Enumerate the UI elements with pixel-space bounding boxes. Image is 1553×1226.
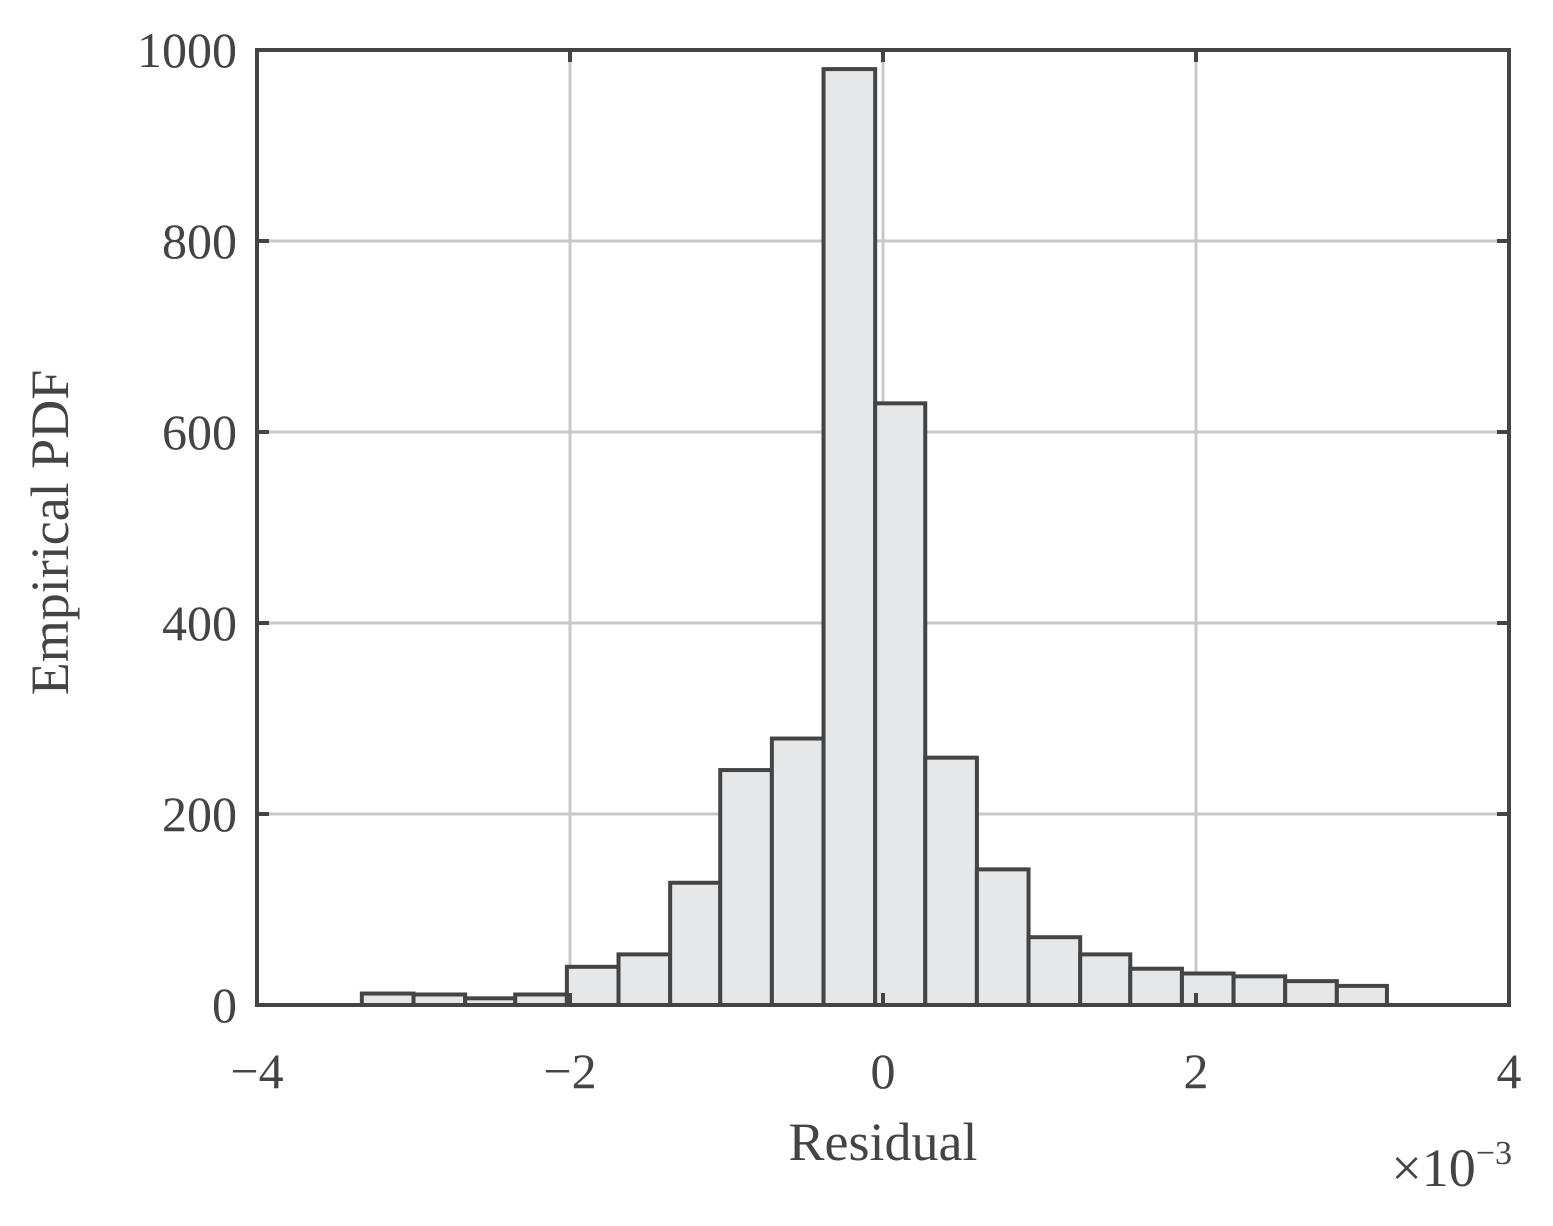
histogram-bar [974,867,1031,1008]
x-tick-label: 0 [871,1043,896,1099]
histogram-bar [1334,983,1389,1008]
histogram-bar [923,755,979,1008]
y-tick-label: 400 [162,595,237,651]
histogram-bar [1026,935,1083,1008]
histogram-bar [873,401,928,1008]
x-axis-label: Residual [789,1112,978,1172]
histogram-bar [1128,966,1184,1008]
histogram-bar [718,768,774,1007]
y-tick-label: 600 [162,404,237,460]
histogram-bar [769,736,826,1007]
x-exponent-power: −3 [1476,1135,1512,1172]
x-tick-label: −2 [543,1043,596,1099]
x-tick-label: 2 [1184,1043,1209,1099]
x-tick-labels: −4 −2 0 2 4 [230,1043,1521,1099]
x-tick-label: −4 [230,1043,283,1099]
x-tick-label: 4 [1497,1043,1522,1099]
y-tick-labels: 0 200 400 600 800 1000 [137,22,237,1033]
y-tick-label: 0 [212,977,237,1033]
x-exponent-base: ×10 [1391,1138,1475,1198]
y-tick-label: 1000 [137,22,237,78]
x-axis-exponent: ×10−3 [1391,1135,1512,1198]
y-tick-label: 200 [162,786,237,842]
histogram-bar [668,880,723,1008]
y-tick-label: 800 [162,213,237,269]
histogram-bar [1078,952,1133,1008]
y-axis-label: Empirical PDF [20,370,80,695]
axis-ticks [255,48,1511,1007]
histogram-bar [1283,979,1339,1007]
histogram-bar [616,952,673,1008]
histogram-bar [821,67,878,1008]
histogram-bar [1179,971,1236,1007]
histogram-bar [564,964,621,1007]
histogram-bars [359,67,1389,1008]
histogram-bar [1231,974,1288,1007]
